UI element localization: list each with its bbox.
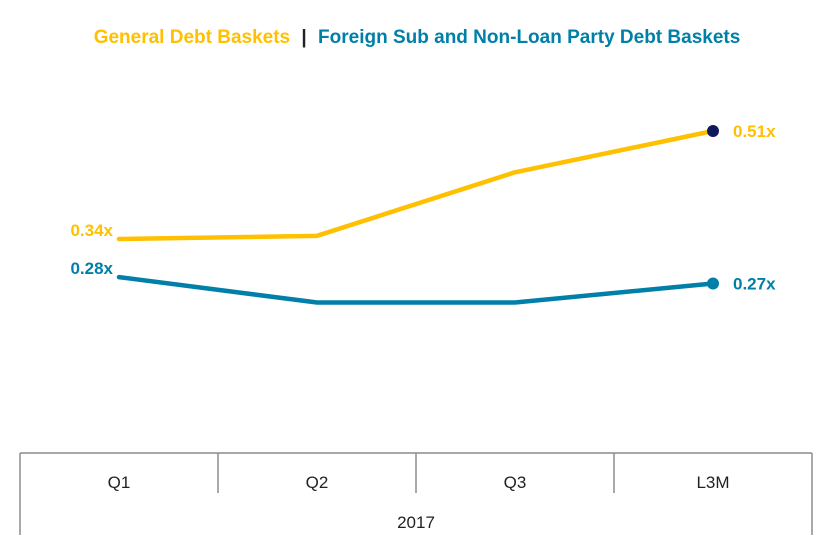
title-series-2: Foreign Sub and Non-Loan Party Debt Bask… xyxy=(318,27,741,48)
data-label-s1-1: 0.34x xyxy=(70,221,113,240)
chart-title: General Debt Baskets | Foreign Sub and N… xyxy=(0,27,834,49)
x-group-label: 2017 xyxy=(397,513,435,532)
x-tick-label-3: Q3 xyxy=(504,473,527,492)
series-line-2 xyxy=(116,274,716,305)
series-line-1 xyxy=(116,128,716,242)
title-separator: | xyxy=(301,27,307,48)
data-label-s2-4: 0.27x xyxy=(733,274,776,293)
data-label-s1-4: 0.51x xyxy=(733,122,776,141)
title-series-1: General Debt Baskets xyxy=(93,27,291,48)
series-1-end-point xyxy=(707,125,719,137)
series-2-end-point xyxy=(707,277,719,290)
x-tick-label-1: Q1 xyxy=(108,473,131,492)
x-tick-label-4: L3M xyxy=(696,473,729,492)
x-tick-label-2: Q2 xyxy=(306,473,329,492)
data-label-s2-1: 0.28x xyxy=(70,259,113,278)
